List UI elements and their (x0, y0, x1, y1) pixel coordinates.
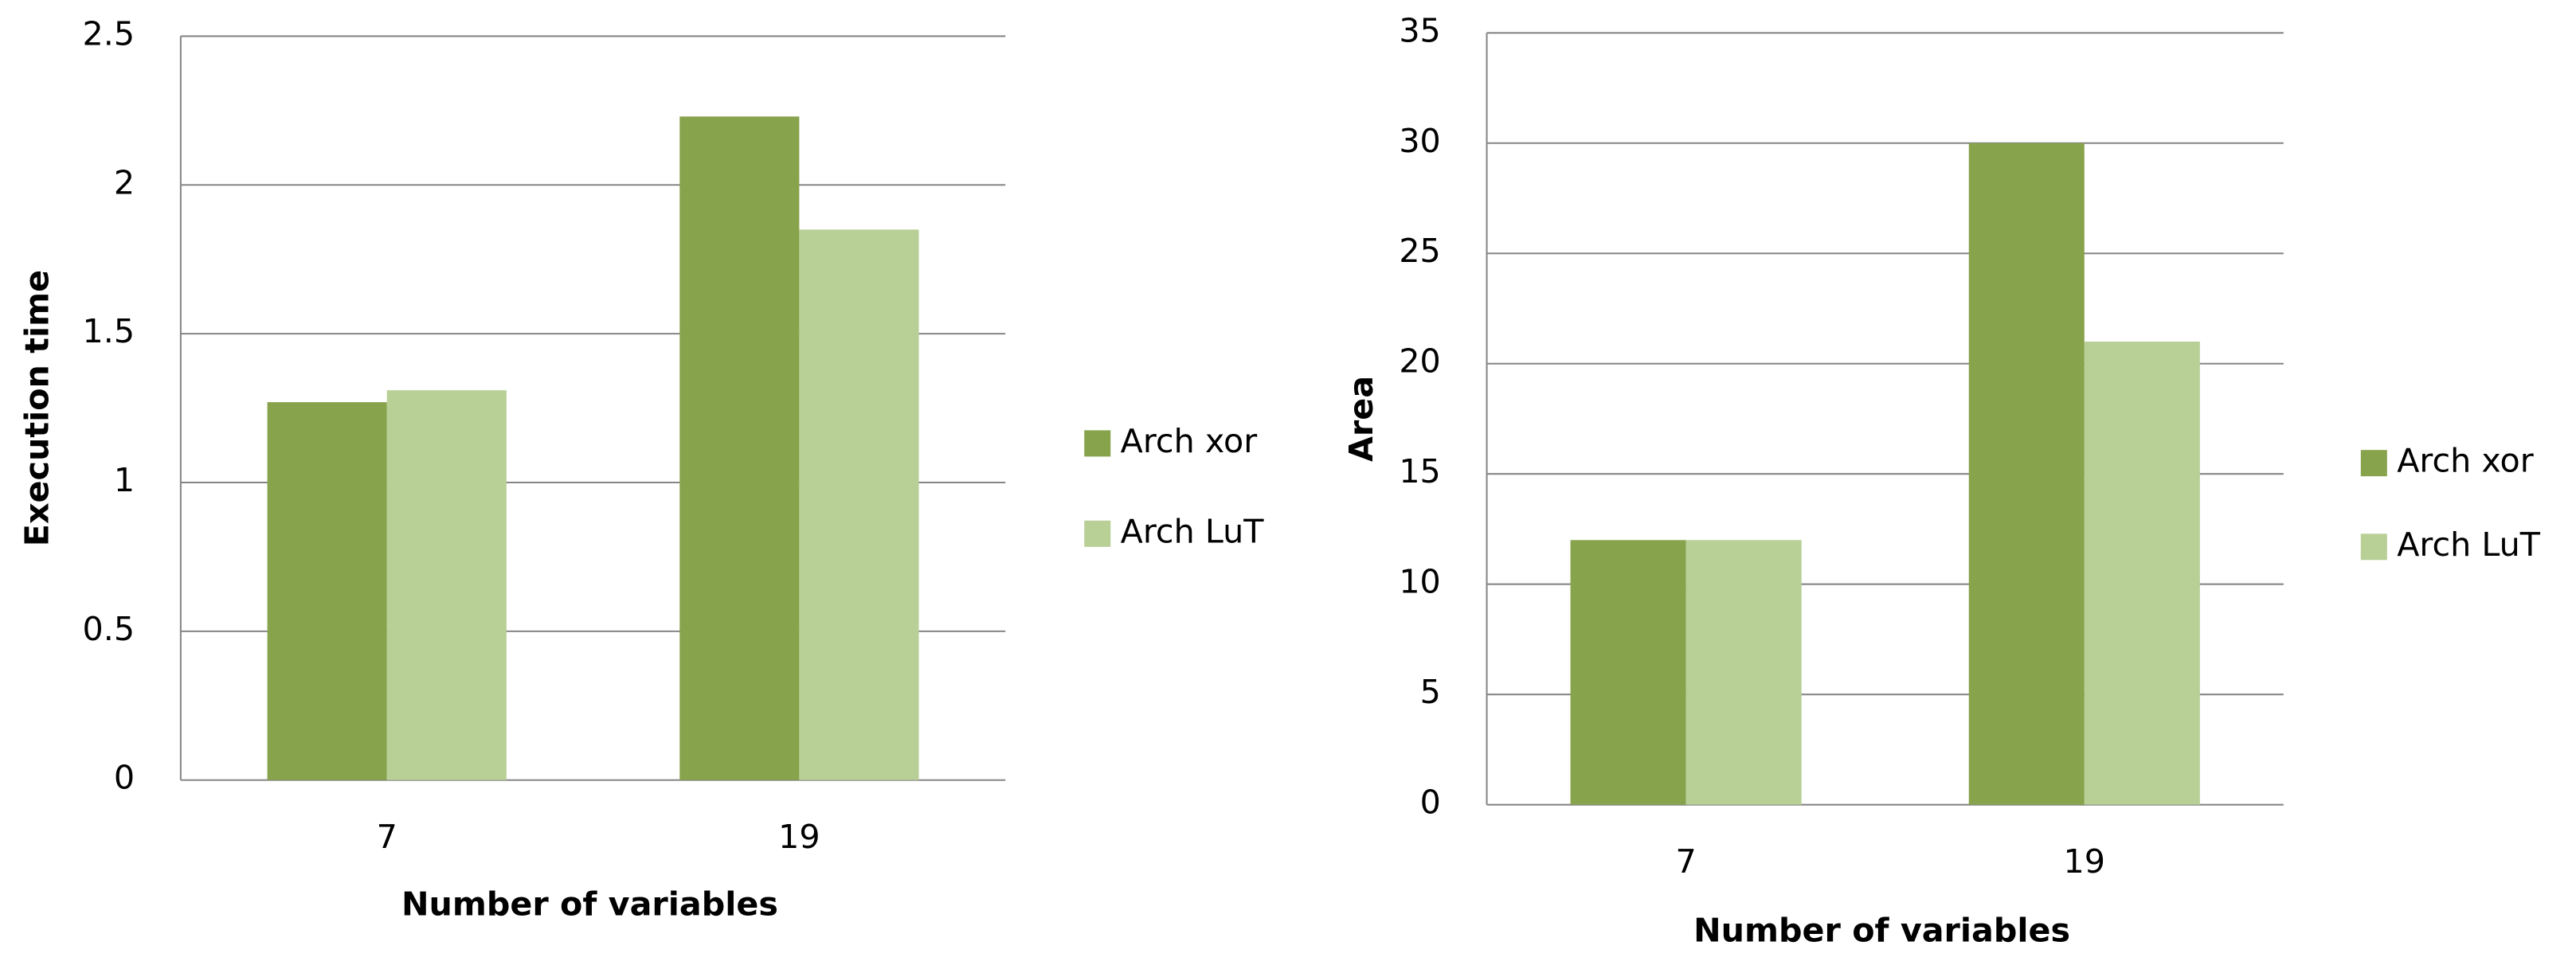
y-axis-title: Area (1342, 376, 1380, 462)
bar (2084, 342, 2200, 805)
legend-label: Arch LuT (2397, 525, 2541, 564)
x-axis-title: Number of variables (401, 885, 778, 924)
bar (679, 116, 800, 780)
bar (1968, 143, 2085, 805)
legend-label: Arch xor (1121, 422, 1258, 460)
y-tick-label: 10 (1399, 563, 1441, 601)
y-tick-label: 0 (114, 759, 135, 797)
y-tick-label: 2.5 (83, 14, 135, 53)
y-tick-label: 5 (1420, 673, 1441, 711)
bar (1570, 540, 1686, 805)
y-tick-label: 0.5 (83, 610, 135, 648)
y-axis-title: Execution time (18, 270, 57, 546)
y-tick-label: 1 (114, 461, 135, 499)
chart: 0 5 10 15 20 25 30 35 7 19 Number of variables Area… (1342, 11, 2541, 949)
y-tick-label: 15 (1399, 452, 1441, 490)
legend-swatch (1084, 430, 1111, 457)
bar (799, 229, 919, 780)
bar (1685, 540, 1802, 805)
legend-swatch (1084, 520, 1111, 547)
y-tick-label: 25 (1399, 232, 1441, 270)
y-tick-label: 20 (1399, 342, 1441, 381)
legend-label: Arch xor (2397, 442, 2534, 480)
legend-swatch (2360, 533, 2387, 561)
x-axis-title: Number of variables (1693, 912, 2070, 950)
x-tick-label: 7 (1676, 842, 1697, 881)
x-tick-label: 19 (2064, 842, 2106, 881)
bar (267, 402, 387, 780)
bar (386, 390, 507, 780)
x-tick-label: 7 (377, 818, 397, 856)
legend-label: Arch LuT (1121, 512, 1265, 550)
y-tick-label: 35 (1399, 11, 1441, 49)
y-tick-label: 2 (114, 163, 135, 201)
y-tick-label: 1.5 (83, 312, 135, 350)
x-tick-label: 19 (778, 818, 820, 856)
y-tick-label: 30 (1399, 122, 1441, 160)
y-tick-label: 0 (1420, 783, 1441, 822)
legend-swatch (2360, 450, 2387, 477)
